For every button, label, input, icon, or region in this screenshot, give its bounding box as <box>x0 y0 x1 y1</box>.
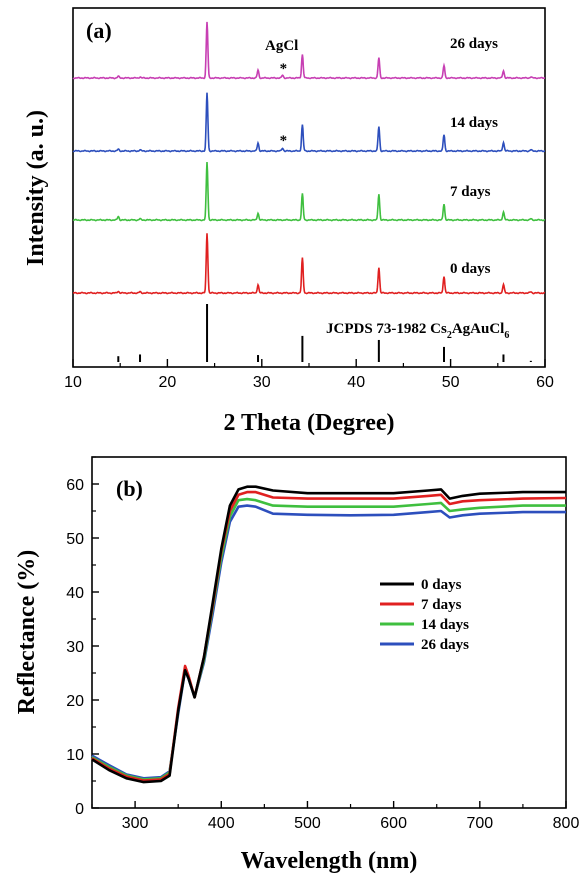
reflectance-series <box>91 485 567 784</box>
reflectance-y-tick-label: 60 <box>66 477 84 494</box>
agcl-annotation: AgCl <box>265 38 298 54</box>
xrd-x-tick-label: 20 <box>159 374 177 391</box>
reflectance-x-axis-label: Wavelength (nm) <box>241 848 418 874</box>
reference-label: JCPDS 73-1982 Cs2AgAuCl6 <box>326 321 509 341</box>
reference-label-main: JCPDS 73-1982 Cs <box>326 321 447 337</box>
reflectance-x-tick-label: 300 <box>122 815 149 832</box>
xrd-y-axis-label: Intensity (a. u.) <box>23 110 49 266</box>
legend-label: 26 days <box>421 637 469 653</box>
xrd-x-tick-label: 60 <box>536 374 554 391</box>
reflectance-series-line <box>91 497 566 781</box>
reflectance-x-tick-label: 700 <box>466 815 493 832</box>
reflectance-y-tick-label: 0 <box>75 801 84 818</box>
xrd-series-line <box>72 92 545 153</box>
legend-label: 0 days <box>421 577 462 593</box>
reflectance-x-tick-label: 400 <box>208 815 235 832</box>
reflectance-x-tick-label: 800 <box>553 815 580 832</box>
xrd-x-tick-label: 40 <box>347 374 365 391</box>
reflectance-y-tick-label: 10 <box>66 747 84 764</box>
reflectance-y-tick-label: 50 <box>66 531 84 548</box>
reflectance-y-tick-label: 20 <box>66 693 84 710</box>
reflectance-series-line <box>91 485 566 784</box>
reflectance-x-tick-label: 600 <box>380 815 407 832</box>
reflectance-y-tick-label: 30 <box>66 639 84 656</box>
panel-a-label: (a) <box>86 18 112 43</box>
xrd-series-line <box>72 21 546 80</box>
xrd-series-label: 0 days <box>450 261 491 277</box>
reflectance-series-line <box>91 490 567 782</box>
reference-label-mid: AgAuCl <box>452 321 505 337</box>
xrd-series <box>72 21 546 295</box>
agcl-asterisk-26-days: * <box>280 61 288 77</box>
xrd-series-line <box>72 233 545 295</box>
xrd-x-tick-label: 50 <box>442 374 460 391</box>
reflectance-x-tick-label: 500 <box>294 815 321 832</box>
legend-label: 7 days <box>421 597 462 613</box>
reflectance-y-axis-label: Reflectance (%) <box>14 550 40 715</box>
xrd-x-tick-label: 30 <box>253 374 271 391</box>
reference-label-sub2: 6 <box>504 330 509 341</box>
xrd-series-line <box>72 161 545 222</box>
xrd-series-label: 14 days <box>450 115 498 131</box>
xrd-series-label: 26 days <box>450 36 498 52</box>
xrd-x-ticks: 10 20 30 40 50 60 <box>64 359 554 391</box>
reflectance-panel: 300 400 500 600 700 800 0 10 20 30 40 50 60 (b) 0 da… <box>14 456 580 874</box>
reflectance-y-tick-label: 40 <box>66 585 84 602</box>
xrd-series-label: 7 days <box>450 184 491 200</box>
reflectance-plot-frame <box>91 456 567 809</box>
reflectance-series-line <box>91 504 566 780</box>
reference-label-sub1: 2 <box>447 330 452 341</box>
xrd-reference-sticks <box>117 304 532 362</box>
reflectance-ticks: 300 400 500 600 700 800 0 10 20 30 40 50 60 <box>66 456 580 832</box>
reflectance-legend: 0 days 7 days 14 days 26 days <box>380 577 469 653</box>
xrd-x-axis-label: 2 Theta (Degree) <box>223 410 394 436</box>
agcl-asterisk-14-days: * <box>280 133 288 149</box>
xrd-x-tick-label: 10 <box>64 374 82 391</box>
xrd-series-labels: 26 days 14 days 7 days 0 days <box>450 36 498 277</box>
legend-label: 14 days <box>421 617 469 633</box>
panel-b-label: (b) <box>116 476 143 501</box>
